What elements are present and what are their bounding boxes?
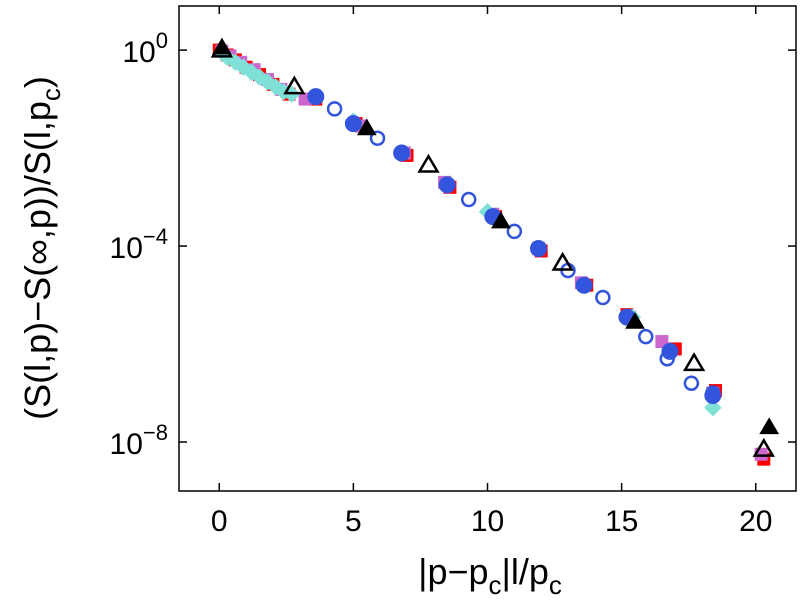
data-point (460, 191, 477, 208)
x-axis-ticks: 0 5 10 15 20 (211, 6, 772, 538)
data-point (661, 342, 679, 360)
y-axis-ticks: 100 10−4 10−8 (110, 28, 796, 461)
data-point (683, 375, 700, 391)
y-tick-label: 100 (122, 28, 168, 69)
data-point (344, 115, 362, 133)
data-point (212, 37, 232, 55)
data-point (283, 75, 306, 95)
data-point (506, 223, 523, 240)
data-point (575, 276, 593, 294)
data-points (210, 37, 780, 466)
data-point (226, 53, 245, 72)
data-point (529, 240, 547, 257)
x-tick-label: 10 (471, 505, 504, 538)
data-point (682, 352, 706, 372)
data-point (595, 289, 611, 306)
data-point (438, 176, 456, 194)
data-point (759, 417, 780, 435)
x-axis-title: |p−pc|l/pc (418, 551, 562, 600)
data-point (326, 101, 343, 117)
data-point (551, 251, 574, 271)
data-point (704, 399, 722, 417)
y-tick-label: 10−8 (110, 420, 168, 461)
y-tick-label: 10−4 (110, 224, 168, 265)
data-point (638, 328, 654, 345)
data-point (625, 311, 645, 329)
y-axis-title: (S(l,p)−S(∞,p))/S(l,pc) (17, 76, 66, 420)
data-point (417, 153, 440, 173)
data-point (491, 211, 511, 229)
data-point (369, 130, 386, 147)
x-tick-label: 15 (605, 505, 638, 538)
x-tick-label: 20 (739, 505, 772, 538)
data-point (356, 118, 377, 136)
x-tick-label: 5 (345, 505, 362, 538)
data-point (393, 144, 411, 162)
data-point (752, 437, 775, 457)
data-point (307, 88, 325, 106)
x-tick-label: 0 (211, 505, 228, 538)
data-point (704, 386, 722, 404)
